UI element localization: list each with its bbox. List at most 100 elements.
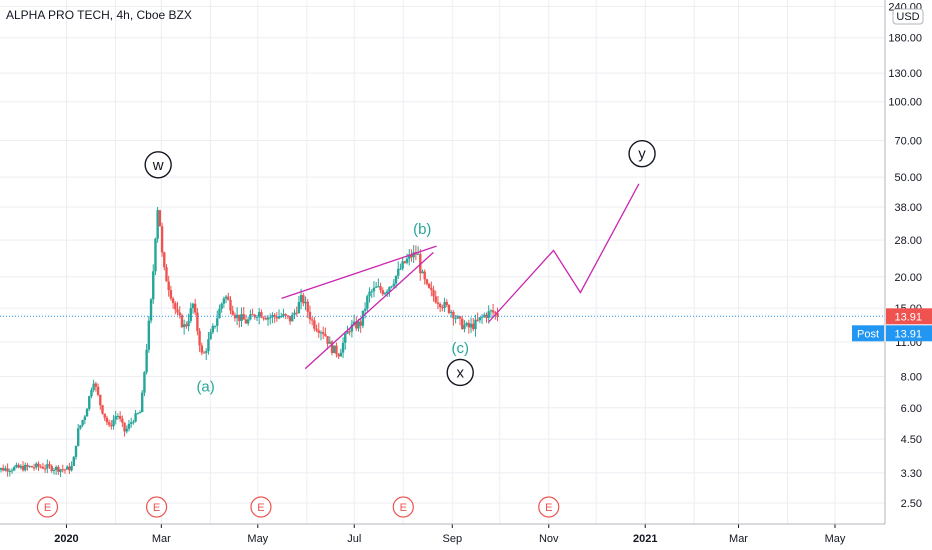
candle-body [240, 314, 243, 321]
candle-body [421, 271, 424, 274]
candle-body [24, 464, 27, 471]
wave-label: (b) [413, 221, 431, 238]
candle-body [286, 315, 290, 317]
candle-body [321, 332, 325, 335]
x-tick-label: Sep [443, 533, 463, 545]
candle-body [491, 310, 495, 313]
candle-body [304, 301, 307, 304]
candle-body [423, 271, 426, 280]
candle-body [13, 467, 16, 471]
candle-body [116, 415, 120, 417]
candle-body [326, 336, 329, 344]
candle-body [416, 253, 420, 255]
candle-body [21, 465, 25, 471]
candle-body [229, 299, 232, 311]
candle-body [198, 330, 201, 346]
candle-body [454, 318, 457, 320]
candle-body [408, 254, 411, 259]
candle-body [357, 321, 360, 329]
candle-body [293, 312, 296, 315]
candle-body [54, 466, 58, 470]
earnings-marker-label: E [44, 502, 51, 514]
candle-body [319, 332, 323, 334]
candle-body [141, 392, 144, 413]
candle-body [324, 334, 327, 337]
wave-label: w [152, 157, 164, 174]
y-tick-label: 100.00 [888, 97, 922, 109]
y-tick-label: 8.00 [901, 371, 922, 383]
candle-body [200, 345, 204, 353]
candle-body [246, 319, 250, 324]
earnings-marker-label: E [153, 502, 160, 514]
candle-body [185, 324, 188, 327]
candle-body [165, 267, 168, 282]
price-axis[interactable]: 240.00180.00130.00100.0070.0050.0038.002… [852, 0, 932, 524]
candle-body [169, 290, 173, 299]
candle-body [271, 314, 274, 318]
candle-body [68, 466, 71, 471]
candle-body [28, 466, 31, 468]
candle-body [0, 467, 3, 470]
candle-body [59, 469, 62, 472]
candle-body [8, 470, 11, 472]
candle-body [456, 316, 460, 319]
candle-body [388, 287, 391, 292]
earnings-marker-circle [145, 496, 168, 518]
x-tick-label: May [825, 533, 846, 545]
earnings-marker-circle [250, 496, 272, 518]
candle-body [118, 415, 122, 419]
candle-body [260, 312, 263, 318]
wave-label-circle [628, 139, 656, 168]
grid [0, 0, 885, 524]
candle-body [160, 226, 164, 253]
candle-body [92, 383, 95, 390]
y-tick-label: 180.00 [888, 33, 922, 45]
candle-body [88, 396, 91, 409]
candle-body [472, 323, 475, 330]
candle-body [81, 420, 84, 426]
candle-body [403, 261, 407, 263]
y-tick-label: 50.00 [894, 172, 922, 184]
candle-body [191, 303, 195, 309]
candle-body [57, 466, 60, 472]
y-tick-label: 70.00 [894, 135, 922, 147]
candle-body [105, 417, 109, 423]
candle-body [469, 323, 473, 328]
candle-body [63, 469, 67, 471]
candle-body [46, 464, 49, 469]
candle-body [366, 296, 369, 309]
earnings-marker-label: E [545, 502, 552, 514]
y-tick-label: 20.00 [894, 272, 922, 284]
candle-body [374, 286, 378, 288]
candle-body [129, 422, 133, 424]
candle-body [483, 314, 486, 317]
candle-body [379, 286, 382, 291]
candle-body [110, 424, 113, 427]
candle-body [125, 428, 128, 432]
candle-body [121, 418, 124, 423]
candle-body [397, 268, 400, 276]
candle-body [315, 328, 318, 331]
candle-body [432, 290, 435, 297]
earnings-marker-circle [538, 496, 560, 518]
wave-label-circle [446, 358, 474, 387]
x-tick-label: 2021 [633, 533, 657, 545]
candle-body [313, 320, 316, 329]
candle-body [257, 312, 261, 317]
post-price-value: 13.91 [894, 328, 922, 340]
candle-body [438, 303, 442, 308]
candle-body [277, 316, 281, 319]
candle-body [10, 470, 14, 472]
candle-body [284, 314, 287, 316]
time-axis[interactable]: 2020 Mar May Jul Sep Nov 2021 Mar May [0, 523, 885, 545]
candle-body [352, 321, 356, 325]
candle-body [478, 317, 482, 321]
candle-body [458, 316, 462, 319]
candle-body [145, 349, 148, 373]
candle-body [302, 295, 305, 304]
candle-body [149, 299, 153, 321]
candle-body [132, 421, 135, 423]
candle-body [350, 324, 354, 332]
